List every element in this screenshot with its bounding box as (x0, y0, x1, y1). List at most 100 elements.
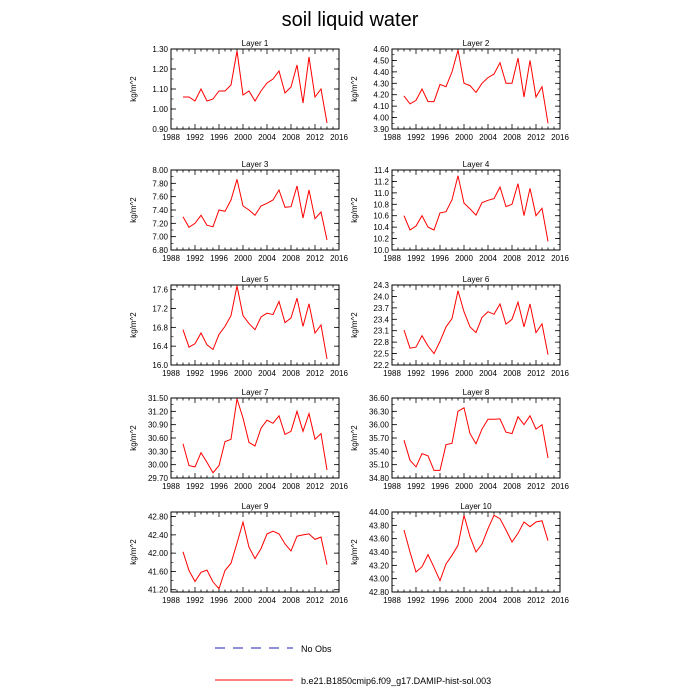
x-tick-label: 2012 (527, 369, 545, 378)
y-tick-label: 29.70 (148, 474, 169, 483)
y-axis-label: kg/m^2 (129, 197, 138, 223)
x-tick-label: 2000 (234, 482, 252, 491)
x-tick-label: 1996 (210, 482, 228, 491)
plot-frame (170, 169, 340, 251)
y-tick-label: 43.60 (369, 535, 390, 544)
x-tick-label: 2016 (551, 596, 569, 605)
x-tick-label: 2008 (282, 369, 300, 378)
x-tick-label: 1996 (431, 596, 449, 605)
x-tick-label: 2008 (282, 596, 300, 605)
chart-layer-4: Layer 4 1988 1992 1996 2000 2004 2008 2012 2016 1… (350, 160, 569, 263)
x-tick-label: 2004 (479, 133, 497, 142)
y-tick-label: 16.0 (152, 361, 168, 370)
series-line-layer-6 (403, 290, 549, 355)
y-tick-label: 41.60 (148, 567, 169, 576)
x-tick-label: 2004 (258, 369, 276, 378)
y-tick-label: 42.40 (148, 531, 169, 540)
x-tick-label: 2012 (306, 596, 324, 605)
chart-title: Layer 5 (242, 275, 269, 284)
y-axis-label: kg/m^2 (350, 312, 359, 338)
y-tick-label: 36.30 (369, 407, 390, 416)
y-tick-label: 36.60 (369, 394, 390, 403)
y-tick-label: 41.20 (148, 586, 169, 595)
x-tick-label: 2012 (527, 133, 545, 142)
x-tick-label: 2008 (503, 596, 521, 605)
x-tick-label: 2000 (455, 369, 473, 378)
x-tick-label: 2004 (258, 482, 276, 491)
x-tick-label: 1996 (210, 369, 228, 378)
y-tick-label: 4.10 (373, 102, 389, 111)
y-tick-label: 7.80 (152, 179, 168, 188)
y-tick-label: 43.20 (369, 561, 390, 570)
y-tick-label: 35.70 (369, 434, 390, 443)
x-tick-label: 2008 (282, 254, 300, 263)
y-tick-label: 1.30 (152, 45, 168, 54)
y-tick-label: 17.6 (152, 286, 168, 295)
y-tick-label: 10.4 (373, 223, 389, 232)
x-tick-label: 1992 (186, 482, 204, 491)
y-tick-label: 1.00 (152, 105, 168, 114)
x-tick-label: 2008 (503, 369, 521, 378)
y-tick-label: 30.30 (148, 447, 169, 456)
x-tick-label: 2004 (479, 482, 497, 491)
x-tick-label: 2016 (330, 596, 348, 605)
y-tick-label: 44.00 (369, 508, 390, 517)
y-tick-label: 6.80 (152, 246, 168, 255)
x-tick-label: 2000 (455, 482, 473, 491)
y-tick-label: 23.1 (373, 327, 389, 336)
x-tick-label: 1996 (431, 133, 449, 142)
y-tick-label: 30.90 (148, 421, 169, 430)
y-tick-label: 42.80 (148, 513, 169, 522)
y-tick-label: 23.4 (373, 315, 389, 324)
x-tick-label: 2012 (527, 596, 545, 605)
y-tick-label: 11.2 (374, 177, 390, 186)
y-axis-label: kg/m^2 (129, 312, 138, 338)
x-tick-label: 1992 (407, 596, 425, 605)
x-tick-label: 2012 (306, 369, 324, 378)
y-tick-label: 30.00 (148, 461, 169, 470)
y-axis-label: kg/m^2 (350, 425, 359, 451)
y-tick-label: 22.5 (373, 350, 389, 359)
plot-frame (391, 397, 561, 479)
y-tick-label: 8.00 (152, 166, 168, 175)
x-tick-label: 1988 (383, 254, 401, 263)
x-tick-label: 2004 (479, 254, 497, 263)
x-tick-label: 2012 (527, 482, 545, 491)
y-axis-label: kg/m^2 (129, 76, 138, 102)
x-tick-label: 2016 (551, 133, 569, 142)
series-line-layer-4 (403, 175, 549, 242)
y-tick-label: 11.0 (374, 189, 390, 198)
chart-layer-7: Layer 7 1988 1992 1996 2000 2004 2008 2012 2016 2… (129, 388, 348, 491)
x-tick-label: 1988 (162, 482, 180, 491)
x-tick-label: 2000 (455, 254, 473, 263)
y-tick-label: 10.6 (373, 212, 389, 221)
series-line-layer-9 (182, 520, 328, 590)
y-tick-label: 35.40 (369, 447, 390, 456)
chart-title: Layer 3 (242, 160, 269, 169)
x-tick-label: 2012 (527, 254, 545, 263)
y-tick-label: 4.30 (373, 79, 389, 88)
y-tick-label: 10.8 (373, 200, 389, 209)
y-tick-label: 11.4 (374, 166, 390, 175)
y-tick-label: 24.3 (373, 281, 389, 290)
y-tick-label: 23.7 (373, 304, 389, 313)
x-tick-label: 1988 (162, 133, 180, 142)
chart-layer-9: Layer 9 1988 1992 1996 2000 2004 2008 2012 2016 4… (129, 502, 348, 605)
series-line-layer-1 (183, 50, 328, 124)
y-tick-label: 42.80 (369, 588, 390, 597)
series-line-layer-5 (182, 285, 328, 359)
chart-title: Layer 1 (242, 39, 269, 48)
x-tick-label: 2004 (258, 254, 276, 263)
y-tick-label: 10.2 (373, 235, 389, 244)
page-title: soil liquid water (281, 9, 419, 31)
x-tick-label: 1988 (162, 596, 180, 605)
chart-title: Layer 2 (463, 39, 490, 48)
x-tick-label: 2000 (234, 369, 252, 378)
series-line-layer-2 (403, 49, 549, 124)
chart-title: Layer 6 (463, 275, 490, 284)
y-tick-label: 3.90 (373, 125, 389, 134)
y-tick-label: 43.40 (369, 548, 390, 557)
x-tick-label: 2016 (330, 133, 348, 142)
x-tick-label: 2008 (503, 254, 521, 263)
